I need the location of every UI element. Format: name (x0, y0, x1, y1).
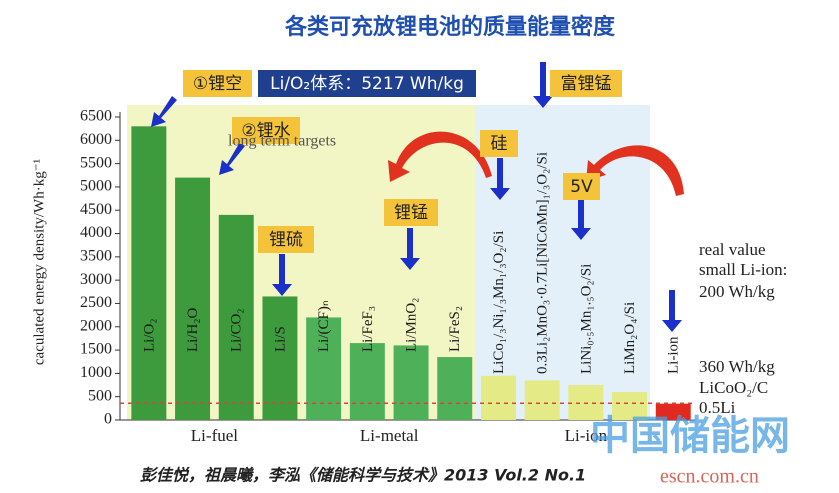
bar (262, 296, 298, 420)
arrow (490, 158, 510, 200)
bar (480, 375, 516, 420)
annotation: long term targets (228, 133, 336, 150)
watermark-site: escn.com.cn (660, 466, 759, 488)
group-label: Li-metal (360, 426, 419, 445)
y-tick-label: 0 (104, 411, 112, 428)
y-tick-label: 3500 (80, 248, 112, 265)
bar (612, 392, 648, 420)
y-tick-label: 1500 (80, 341, 112, 358)
bar (437, 357, 473, 420)
arrow (571, 198, 591, 240)
note: real value (699, 240, 766, 259)
arrow (219, 142, 245, 175)
annotation: 5V (570, 177, 593, 197)
note: 200 Wh/kg (699, 282, 775, 301)
bar-label: Li-ion (666, 336, 682, 374)
bar (175, 177, 211, 420)
y-tick-label: 4000 (80, 224, 112, 241)
bar (524, 380, 560, 420)
bar (393, 345, 429, 420)
annotation: Li/O₂体系：5217 Wh/kg (270, 74, 464, 94)
bar (655, 403, 691, 420)
y-axis-label: caculated energy density/Wh·kg⁻¹ (31, 159, 47, 365)
group-label: Li-ion (565, 426, 608, 445)
note: 0.5Li (699, 398, 736, 417)
y-tick-label: 2500 (80, 294, 112, 311)
bar-label: Li/FeS₂ (447, 306, 463, 352)
y-tick-label: 500 (88, 387, 112, 404)
annotation: 锂锰 (394, 203, 428, 223)
note: 360 Wh/kg (699, 357, 775, 376)
arrow (662, 290, 682, 332)
annotation: ①锂空 (193, 74, 242, 94)
bar (131, 126, 167, 421)
watermark: 中国储能网 (590, 413, 790, 459)
curved-arrow (586, 145, 684, 196)
y-tick-label: 5500 (80, 154, 112, 171)
group-label: Li-fuel (191, 426, 238, 445)
note: small Li-ion: (699, 260, 787, 279)
annotation-box (232, 117, 300, 144)
annotation-box (480, 130, 518, 157)
annotation-box (563, 173, 600, 200)
chart-title: 各类可充放锂电池的质量能量密度 (284, 14, 616, 40)
bar (218, 214, 254, 420)
note: LiCoO₂/C (699, 378, 768, 397)
bar-label: 0.3Li₂MnO₃·0.7Li[NiCoMn]₁/₃O₂/Si (535, 152, 551, 374)
bar-label: LiNi₀.₅Mn₁.₅O₂/Si (578, 264, 594, 374)
arrow (533, 62, 553, 108)
bar-label: Li/(CF)ₙ (316, 300, 332, 352)
y-tick-label: 6500 (80, 108, 112, 125)
annotation: 锂硫 (269, 230, 303, 250)
bar-label: Li/H₂O (185, 307, 201, 352)
annotation-box (258, 226, 314, 253)
y-tick-label: 6000 (80, 131, 112, 148)
y-tick-label: 3000 (80, 271, 112, 288)
y-tick-label: 2000 (80, 317, 112, 334)
annotation-box (550, 70, 622, 97)
annotation: 富锂锰 (561, 74, 612, 94)
bar-label: Li/CO₂ (229, 308, 245, 352)
bar-label: Li/MnO₂ (403, 298, 419, 352)
bar-label: Li/O₂ (141, 318, 157, 352)
curved-arrow (388, 131, 492, 182)
arrow (272, 254, 292, 296)
annotation-box (384, 199, 438, 226)
arrows (151, 62, 684, 332)
bar (349, 343, 385, 420)
annotation-box (258, 70, 476, 97)
bar-label: Li/S (272, 326, 288, 352)
annotation: 硅 (491, 134, 508, 154)
bar-label: LiMn₂O₄/Si (622, 302, 638, 374)
y-tick-label: 1000 (80, 364, 112, 381)
plot: 0 500 1000 1500 2000 2500 3000 3500 4000 4500 5000… (80, 108, 695, 445)
y-tick-label: 4500 (80, 201, 112, 218)
arrow (400, 228, 420, 270)
bar-label: Li/FeF₃ (360, 306, 376, 352)
annotation-box (183, 70, 252, 97)
arrow (151, 96, 177, 127)
bar-label: LiCo₁/₃Ni₁/₃Mn₁/₃O₂/Si (491, 231, 507, 374)
annotation: ②锂水 (241, 121, 290, 141)
y-tick-label: 5000 (80, 178, 112, 195)
source: 彭佳悦，祖晨曦，李泓《储能科学与技术》2013 Vol.2 No.1 (140, 466, 586, 485)
